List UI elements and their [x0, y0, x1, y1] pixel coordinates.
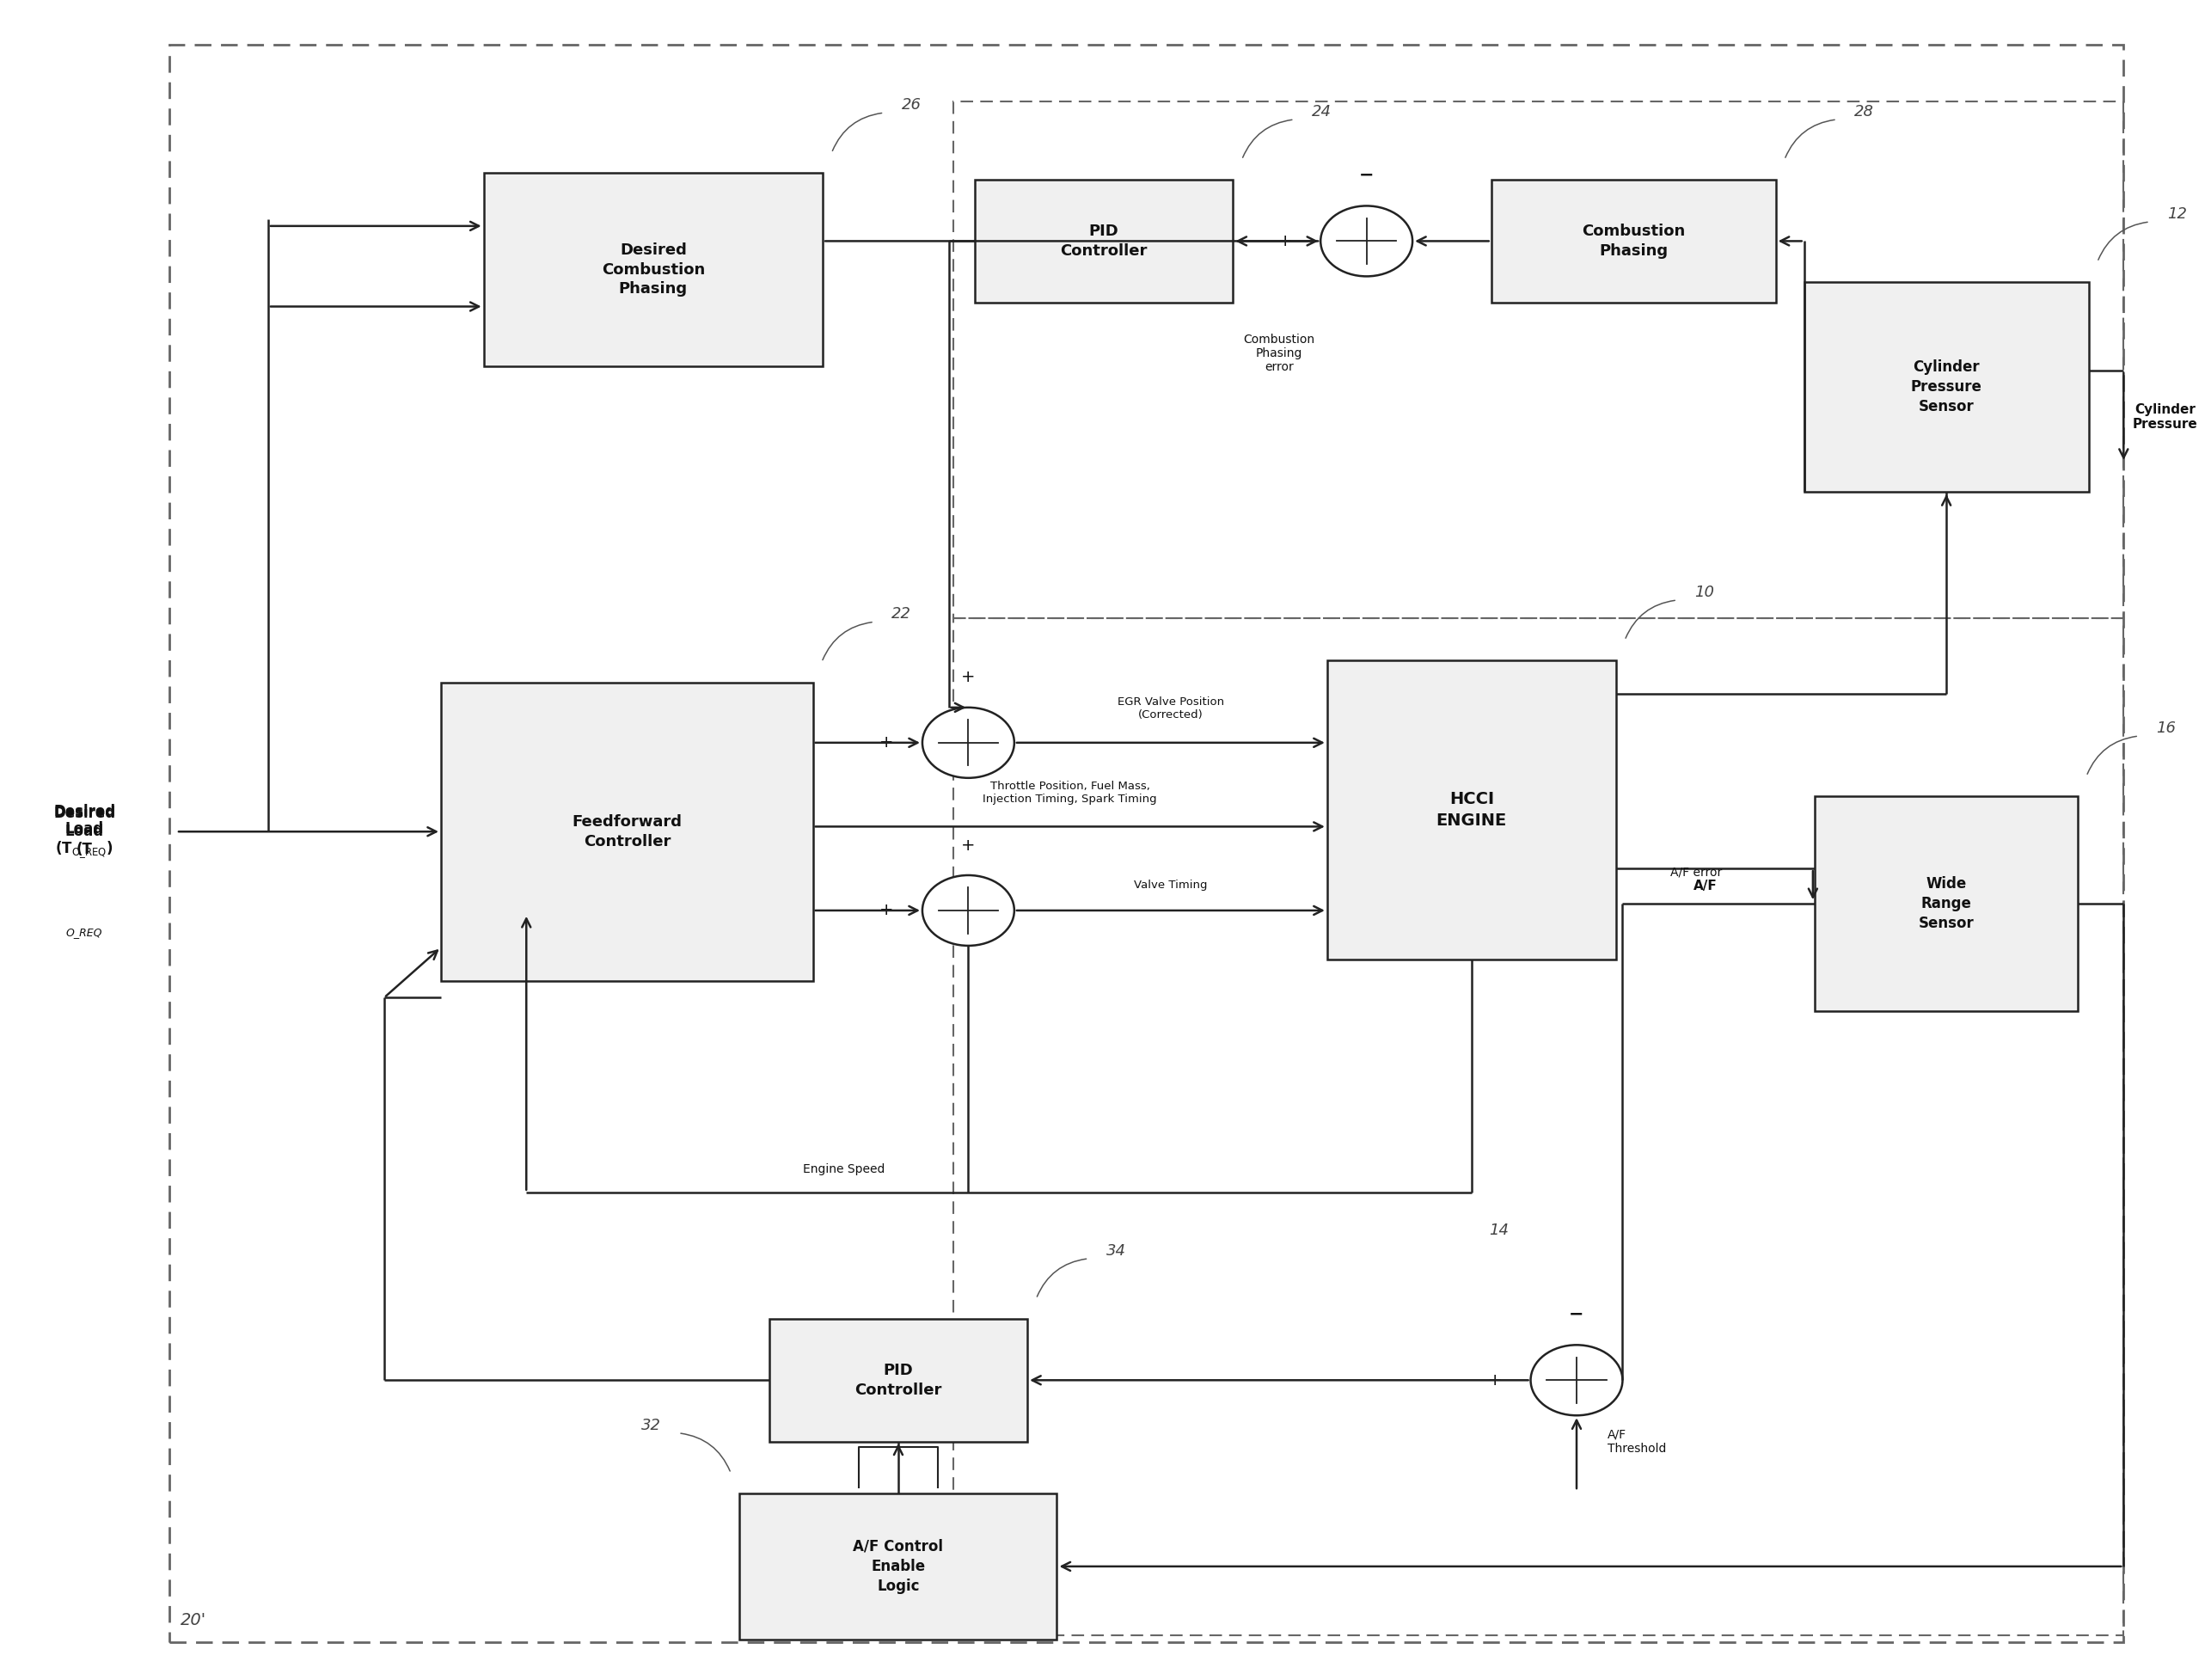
- Text: HCCI
ENGINE: HCCI ENGINE: [1437, 791, 1508, 828]
- Circle shape: [922, 707, 1015, 778]
- Text: A/F error: A/F error: [1669, 867, 1722, 879]
- Text: Combustion
Phasing
error: Combustion Phasing error: [1243, 333, 1316, 373]
- FancyBboxPatch shape: [769, 1319, 1028, 1441]
- Text: Feedforward
Controller: Feedforward Controller: [573, 815, 681, 848]
- Text: Throttle Position, Fuel Mass,
Injection Timing, Spark Timing: Throttle Position, Fuel Mass, Injection …: [984, 781, 1156, 805]
- FancyBboxPatch shape: [975, 180, 1234, 302]
- Text: A/F: A/F: [1694, 880, 1718, 892]
- Text: +: +: [962, 837, 975, 853]
- Text: 10: 10: [1696, 585, 1714, 600]
- Text: A/F Control
Enable
Logic: A/F Control Enable Logic: [853, 1539, 944, 1594]
- FancyBboxPatch shape: [1804, 282, 2089, 492]
- Circle shape: [1530, 1346, 1623, 1416]
- Text: EGR Valve Position
(Corrected): EGR Valve Position (Corrected): [1117, 697, 1225, 721]
- Text: 16: 16: [2156, 721, 2176, 736]
- Text: Valve Timing: Valve Timing: [1134, 879, 1207, 890]
- FancyBboxPatch shape: [440, 682, 814, 981]
- Circle shape: [922, 875, 1015, 946]
- FancyBboxPatch shape: [1815, 796, 2078, 1011]
- Text: −: −: [1570, 1305, 1583, 1324]
- Text: A/F
Threshold: A/F Threshold: [1607, 1430, 1667, 1455]
- Text: PID
Controller: PID Controller: [1061, 223, 1148, 259]
- Text: 24: 24: [1311, 104, 1331, 119]
- Text: 34: 34: [1106, 1243, 1125, 1258]
- Text: Cylinder
Pressure: Cylinder Pressure: [2131, 403, 2198, 432]
- Text: Combustion
Phasing: Combustion Phasing: [1581, 223, 1685, 259]
- Text: +: +: [1488, 1373, 1501, 1388]
- Text: Cylinder
Pressure
Sensor: Cylinder Pressure Sensor: [1910, 360, 1981, 415]
- Bar: [953, 102, 2123, 618]
- Text: PID
Controller: PID Controller: [856, 1362, 942, 1398]
- FancyBboxPatch shape: [1327, 660, 1616, 959]
- Bar: [953, 618, 2123, 1635]
- Text: 20': 20': [181, 1613, 206, 1628]
- Text: Desired
Load
(T: Desired Load (T: [53, 806, 115, 857]
- Text: 14: 14: [1488, 1223, 1508, 1238]
- Text: −: −: [1360, 166, 1373, 185]
- Text: 32: 32: [641, 1418, 661, 1433]
- FancyBboxPatch shape: [1490, 180, 1775, 302]
- Text: 28: 28: [1855, 104, 1875, 119]
- FancyBboxPatch shape: [484, 173, 822, 366]
- Text: Wide
Range
Sensor: Wide Range Sensor: [1919, 877, 1974, 931]
- FancyBboxPatch shape: [741, 1494, 1057, 1640]
- Text: Desired
Combustion
Phasing: Desired Combustion Phasing: [601, 242, 705, 297]
- Text: +: +: [880, 902, 893, 919]
- Text: +: +: [962, 669, 975, 685]
- Text: Desired
Load
(T$_{\mathrm{O\_REQ}}$): Desired Load (T$_{\mathrm{O\_REQ}}$): [53, 803, 115, 860]
- Text: O_REQ: O_REQ: [66, 927, 102, 939]
- Text: 12: 12: [2167, 207, 2187, 222]
- Text: 22: 22: [891, 606, 911, 622]
- Text: 26: 26: [902, 97, 922, 113]
- Text: Engine Speed: Engine Speed: [803, 1164, 884, 1176]
- Text: +: +: [880, 734, 893, 751]
- Circle shape: [1320, 207, 1413, 276]
- Text: +: +: [1278, 234, 1291, 249]
- Bar: [170, 45, 2123, 1641]
